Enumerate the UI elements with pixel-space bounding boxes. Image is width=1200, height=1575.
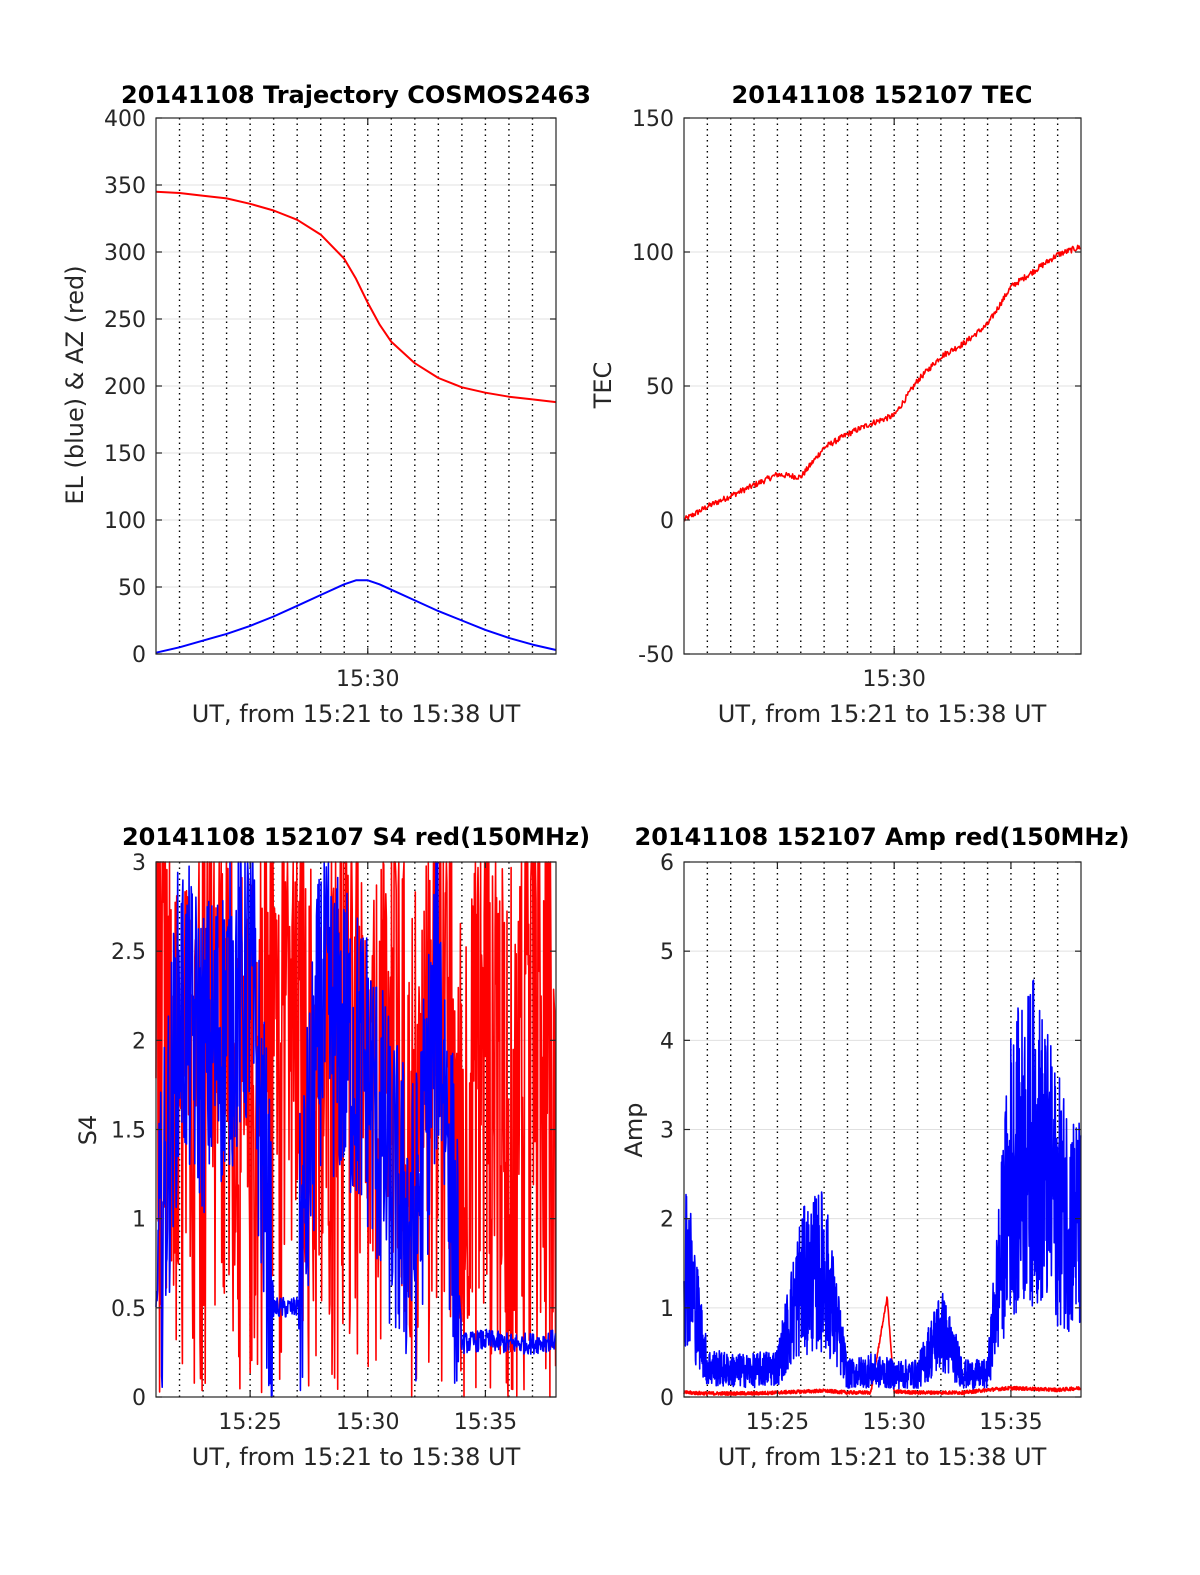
tec-ylabel: TEC: [589, 362, 617, 410]
s4-axes: 0 0.5 1 1.5 2 2.5 3 15:25 15:30 15:35: [111, 851, 557, 1435]
amp-ytick-label: 6: [660, 851, 674, 876]
trajectory-ytick-label: 400: [104, 107, 146, 132]
trajectory-ytick-label: 350: [104, 174, 146, 199]
s4-ytick-label: 0: [132, 1386, 146, 1411]
s4-ytick-label: 2.5: [111, 940, 146, 965]
amp-ytick-label: 1: [660, 1297, 674, 1322]
s4-ytick-label: 1: [132, 1208, 146, 1233]
amp-ytick-label: 2: [660, 1208, 674, 1233]
trajectory-ytick-label: 0: [132, 643, 146, 668]
amp-title: 20141108 152107 Amp red(150MHz): [635, 823, 1130, 851]
s4-xtick-label: 15:30: [336, 1410, 399, 1435]
amp-series-2-line: [683, 979, 1082, 1390]
amp-ytick-label: 5: [660, 940, 674, 965]
tec-xtick-label: 15:30: [862, 667, 925, 692]
trajectory-series-2-line: [155, 579, 557, 654]
trajectory-ytick-label: 150: [104, 442, 146, 467]
amp-series: [683, 979, 1082, 1396]
tec-series-1-line: [683, 244, 1082, 522]
amp-xtick-label: 15:25: [746, 1410, 809, 1435]
s4-ytick-label: 0.5: [111, 1297, 146, 1322]
s4-series-2-line: [155, 861, 557, 1398]
trajectory-title: 20141108 Trajectory COSMOS2463: [121, 81, 591, 109]
tec-series: [683, 244, 1082, 522]
trajectory-ylabel: EL (blue) & AZ (red): [61, 265, 89, 504]
s4-ytick-label: 1.5: [111, 1119, 146, 1144]
amp-ytick-label: 4: [660, 1029, 674, 1054]
trajectory-axes: 0 50 100 150 200 250 300 350 400 15:30: [104, 107, 557, 692]
s4-ylabel: S4: [74, 1115, 102, 1146]
trajectory-ytick-label: 50: [118, 576, 146, 601]
trajectory-ytick-label: 300: [104, 241, 146, 266]
s4-xtick-label: 15:35: [454, 1410, 517, 1435]
trajectory-xlabel: UT, from 15:21 to 15:38 UT: [192, 700, 521, 728]
panel-amp: 20141108 152107 Amp red(150MHz) Amp UT, …: [620, 823, 1129, 1471]
amp-xtick-label: 15:35: [979, 1410, 1042, 1435]
amp-ytick-label: 3: [660, 1119, 674, 1144]
tec-ytick-label: 50: [646, 375, 674, 400]
tec-grid: [684, 117, 1081, 655]
s4-xlabel: UT, from 15:21 to 15:38 UT: [192, 1443, 521, 1471]
s4-ytick-label: 2: [132, 1029, 146, 1054]
s4-ytick-label: 3: [132, 851, 146, 876]
s4-xtick-label: 15:25: [218, 1410, 281, 1435]
trajectory-series-1-line: [155, 190, 557, 404]
amp-ytick-label: 0: [660, 1386, 674, 1411]
amp-xlabel: UT, from 15:21 to 15:38 UT: [718, 1443, 1047, 1471]
tec-ytick-label: 100: [632, 241, 674, 266]
tec-title: 20141108 152107 TEC: [732, 81, 1033, 109]
tec-ytick-label: 150: [632, 107, 674, 132]
trajectory-grid: [156, 117, 556, 655]
trajectory-ytick-label: 100: [104, 509, 146, 534]
amp-series-1-line: [683, 1296, 1082, 1396]
trajectory-series: [155, 190, 557, 654]
amp-ylabel: Amp: [620, 1102, 648, 1157]
tec-ytick-label: 0: [660, 509, 674, 534]
trajectory-xtick-label: 15:30: [336, 667, 399, 692]
s4-title: 20141108 152107 S4 red(150MHz): [122, 823, 590, 851]
tec-axes: -50 0 50 100 150 15:30: [632, 107, 1082, 692]
tec-ytick-label: -50: [638, 643, 674, 668]
tec-xlabel: UT, from 15:21 to 15:38 UT: [718, 700, 1047, 728]
amp-axes: 0 1 2 3 4 5 6 15:25 15:30 15:35: [660, 851, 1082, 1435]
amp-xtick-label: 15:30: [862, 1410, 925, 1435]
trajectory-ytick-label: 200: [104, 375, 146, 400]
s4-series: [155, 861, 557, 1398]
panel-trajectory: 20141108 Trajectory COSMOS2463 EL (blue)…: [61, 81, 591, 728]
panel-s4: 20141108 152107 S4 red(150MHz) S4 UT, fr…: [74, 823, 590, 1471]
trajectory-ytick-label: 250: [104, 308, 146, 333]
panel-tec: 20141108 152107 TEC TEC UT, from 15:21 t…: [589, 81, 1082, 728]
